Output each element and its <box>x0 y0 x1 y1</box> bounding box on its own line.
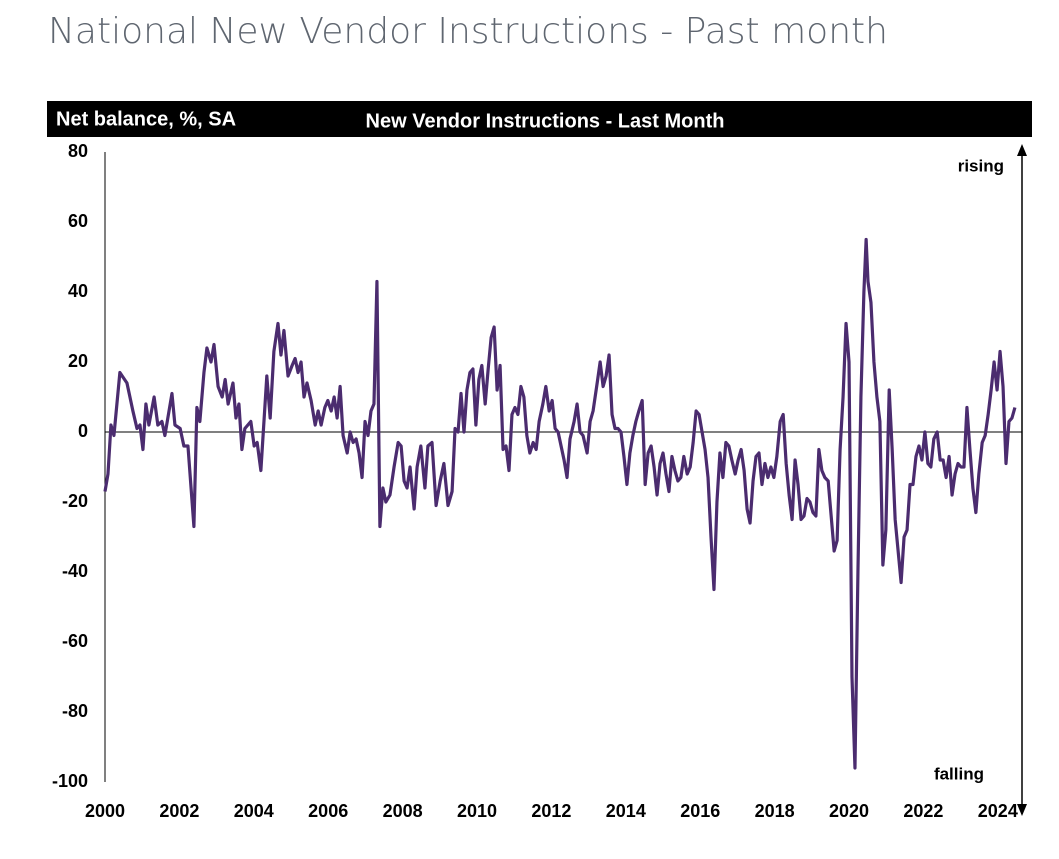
x-tick-label: 2024 <box>978 801 1018 821</box>
y-tick-label: -60 <box>62 631 88 651</box>
data-line <box>103 237 1017 770</box>
y-tick-label: 0 <box>78 421 88 441</box>
x-tick-label: 2020 <box>829 801 869 821</box>
annotation: rising <box>958 156 1004 175</box>
x-tick-label: 2014 <box>606 801 646 821</box>
y-tick-label: 20 <box>68 351 88 371</box>
y-tick-label: 60 <box>68 211 88 231</box>
header-bar <box>47 101 1032 137</box>
x-tick-label: 2000 <box>85 801 125 821</box>
x-tick-label: 2004 <box>234 801 274 821</box>
x-tick-label: 2002 <box>159 801 199 821</box>
arrow-head <box>1017 144 1027 156</box>
x-tick-label: 2012 <box>531 801 571 821</box>
x-tick-label: 2006 <box>308 801 348 821</box>
y-tick-label: 40 <box>68 281 88 301</box>
y-tick-label: -40 <box>62 561 88 581</box>
x-tick-label: 2022 <box>903 801 943 821</box>
annotation: falling <box>934 764 984 783</box>
arrow-head <box>1017 804 1027 816</box>
chart-subtitle: New Vendor Instructions - Last Month <box>366 110 725 132</box>
y-axis-label: Net balance, %, SA <box>56 108 236 130</box>
y-tick-label: -20 <box>62 491 88 511</box>
x-tick-label: 2010 <box>457 801 497 821</box>
x-tick-label: 2018 <box>755 801 795 821</box>
chart-title: National New Vendor Instructions - Past … <box>48 11 888 52</box>
x-tick-label: 2016 <box>680 801 720 821</box>
y-tick-label: -100 <box>52 771 88 791</box>
x-tick-label: 2008 <box>383 801 423 821</box>
y-tick-label: -80 <box>62 701 88 721</box>
y-tick-label: 80 <box>68 141 88 161</box>
